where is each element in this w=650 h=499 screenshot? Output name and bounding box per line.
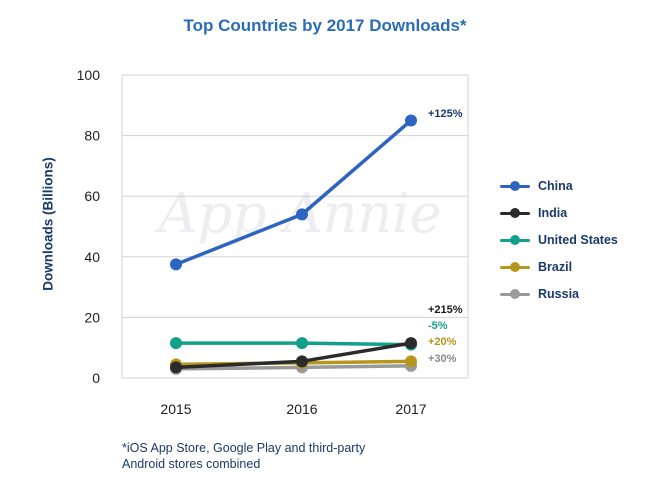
y-tick-label: 40 (84, 249, 100, 265)
y-tick-label: 20 (84, 309, 100, 325)
data-point (296, 355, 308, 368)
data-point (296, 208, 308, 221)
legend-label: Russia (538, 286, 579, 301)
y-tick-label: 100 (77, 67, 101, 83)
legend-item: India (500, 199, 618, 226)
legend-swatch (500, 180, 530, 192)
chart-title: Top Countries by 2017 Downloads* (183, 16, 467, 35)
annotation-label: +125% (428, 108, 463, 120)
data-point (405, 114, 417, 127)
y-tick-label: 60 (84, 188, 100, 204)
data-point (405, 355, 417, 368)
data-point (296, 337, 308, 350)
annotation-label: +20% (428, 336, 457, 348)
footnote-line-1: *iOS App Store, Google Play and third-pa… (122, 441, 366, 455)
annotation-label: +30% (428, 353, 457, 365)
x-tick-label: 2016 (286, 401, 317, 417)
annotation-label: +215% (428, 304, 463, 316)
legend-swatch (500, 261, 530, 273)
chart-legend: China India United States Brazil Russia (500, 172, 618, 307)
legend-label: United States (538, 232, 618, 247)
legend-item: China (500, 172, 618, 199)
data-point (170, 361, 182, 374)
annotation-label: -5% (428, 320, 448, 332)
legend-label: India (538, 205, 568, 220)
legend-label: China (538, 178, 573, 193)
footnote: *iOS App Store, Google Play and third-pa… (122, 440, 365, 472)
legend-swatch (500, 207, 530, 219)
x-tick-label: 2015 (160, 401, 191, 417)
legend-item: Brazil (500, 253, 618, 280)
data-point (405, 337, 417, 350)
legend-swatch (500, 288, 530, 300)
legend-item: Russia (500, 280, 618, 307)
data-point (170, 258, 182, 271)
legend-label: Brazil (538, 259, 573, 274)
legend-item: United States (500, 226, 618, 253)
y-tick-label: 0 (92, 370, 100, 386)
footnote-line-2: Android stores combined (122, 457, 261, 471)
series-line-united-states (174, 341, 413, 347)
y-tick-label: 80 (84, 128, 100, 144)
x-tick-label: 2017 (395, 401, 426, 417)
legend-swatch (500, 234, 530, 246)
data-point (170, 337, 182, 350)
